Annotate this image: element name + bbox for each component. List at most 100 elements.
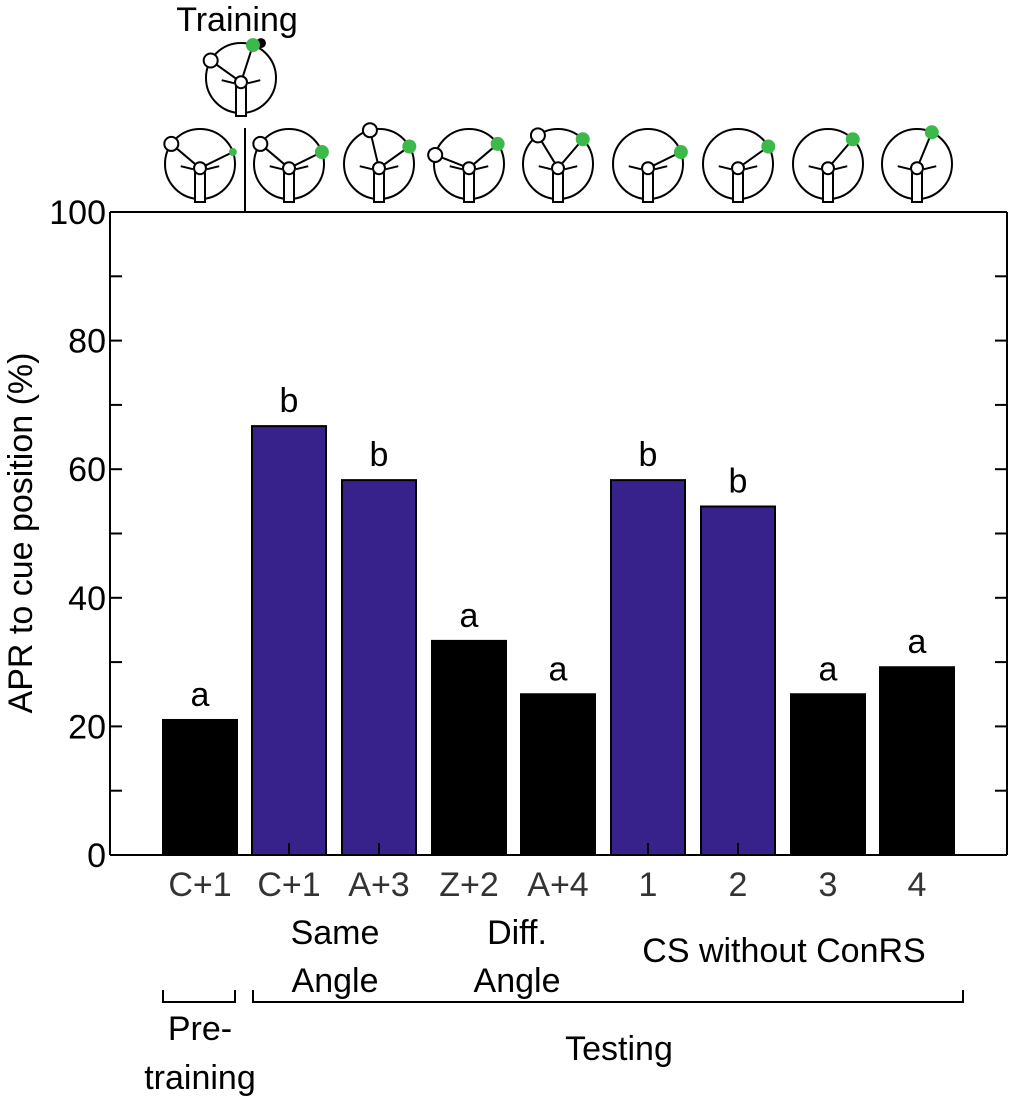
arena-stem <box>463 172 475 203</box>
bars: a b b a a b b a a <box>162 382 955 857</box>
training-label: Training <box>176 1 298 39</box>
arena-arm <box>295 165 309 171</box>
x-tick-label: 4 <box>908 866 927 904</box>
significance-letter: b <box>639 436 658 474</box>
arena-hub <box>372 161 386 176</box>
diff-angle-label-line2: Angle <box>474 962 561 1000</box>
arena-arm <box>206 165 220 171</box>
arena-arm <box>564 165 578 171</box>
significance-letter: a <box>191 676 210 714</box>
cs-without-conrs-label: CS without ConRS <box>642 932 925 970</box>
pretraining-label-line1: Pre- <box>168 1010 232 1048</box>
same-angle-label-line1: Same <box>291 914 380 952</box>
diff-angle-label-line1: Diff. <box>487 914 547 952</box>
x-tick-label: Z+2 <box>439 866 499 904</box>
test-arena-icon <box>522 127 594 203</box>
arena-hub <box>821 161 835 176</box>
significance-letter: b <box>370 436 389 474</box>
arena-arm <box>538 165 552 171</box>
x-tick-label: 3 <box>819 866 838 904</box>
arena-arm <box>221 79 235 85</box>
x-axis-labels: C+1 C+1 A+3 Z+2 A+4 1 2 3 4 <box>168 866 926 904</box>
x-tick-label: A+3 <box>348 866 409 904</box>
arena-arm <box>180 165 194 171</box>
arena-hub <box>462 161 476 176</box>
arena-arm <box>808 165 822 171</box>
cue-position-marker <box>575 132 590 147</box>
x-tick-label: A+4 <box>527 866 588 904</box>
arena-arm <box>834 165 848 171</box>
phase-brackets <box>162 990 964 1003</box>
open-position-marker <box>361 122 378 139</box>
y-tick-label: 80 <box>68 323 106 361</box>
arena-hub <box>234 75 248 90</box>
cue-position-marker <box>228 148 237 157</box>
test-arena-icon <box>881 125 953 203</box>
arena-hub <box>282 161 296 176</box>
cue-position-marker <box>245 38 260 53</box>
arena-arm <box>449 165 463 171</box>
bar <box>431 639 507 856</box>
cue-position-marker <box>761 139 776 154</box>
bar <box>610 479 686 856</box>
bar <box>520 693 596 856</box>
cue-position-marker <box>845 132 860 147</box>
arena-stem <box>552 172 564 203</box>
y-axis-label: APR to cue position (%) <box>2 353 40 714</box>
open-position-marker <box>163 135 180 152</box>
test-arena-icon <box>702 128 776 203</box>
y-tick-label: 100 <box>49 194 106 232</box>
significance-letter: a <box>819 650 838 688</box>
significance-letter: a <box>549 650 568 688</box>
arena-stem <box>283 172 295 203</box>
open-position-marker <box>529 127 546 144</box>
cue-position-marker <box>402 139 417 154</box>
cue-position-marker <box>490 136 505 151</box>
arena-hub <box>551 161 565 176</box>
test-arena-icon <box>792 128 864 203</box>
x-tick-label: C+1 <box>257 866 320 904</box>
y-tick-label: 0 <box>87 837 106 875</box>
test-arena-icon <box>427 128 505 203</box>
bar <box>341 479 417 856</box>
arena-arm <box>475 165 489 171</box>
y-axis: 0 20 40 60 80 100 <box>49 194 1007 875</box>
arena-arm <box>718 165 732 171</box>
test-arena-icon <box>343 122 417 203</box>
arena-stem <box>911 172 923 203</box>
y-tick-label: 40 <box>68 580 106 618</box>
arena-icons <box>163 38 953 203</box>
arena-hub <box>641 161 655 176</box>
open-position-marker <box>202 52 219 69</box>
bar <box>790 693 866 856</box>
arena-arm <box>359 165 373 171</box>
group-labels: Same Angle Diff. Angle CS without ConRS <box>291 914 926 1000</box>
bar <box>251 425 327 856</box>
plot-frame <box>109 211 1008 856</box>
arena-stem <box>194 172 206 203</box>
testing-bracket <box>252 990 964 1003</box>
bar <box>162 718 238 856</box>
arena-arm <box>269 165 283 171</box>
arena-arm <box>744 165 758 171</box>
arena-arm <box>923 165 937 171</box>
arena-arm <box>654 165 668 171</box>
arena-arm <box>628 165 642 171</box>
y-tick-label: 60 <box>68 451 106 489</box>
arena-hub <box>731 161 745 176</box>
test-arena-icon <box>612 128 688 203</box>
open-position-marker <box>427 146 444 163</box>
cue-position-marker <box>314 145 329 160</box>
arena-stem <box>732 172 744 203</box>
arena-stem <box>822 172 834 203</box>
x-tick-label: C+1 <box>168 866 231 904</box>
open-position-marker <box>252 135 269 152</box>
significance-letter: a <box>908 623 927 661</box>
bar <box>879 666 955 857</box>
arena-arm <box>385 165 399 171</box>
arena-hub <box>910 161 924 176</box>
arena-stem <box>235 86 247 117</box>
arena-stem <box>373 172 385 203</box>
pretraining-bracket <box>162 990 236 1003</box>
